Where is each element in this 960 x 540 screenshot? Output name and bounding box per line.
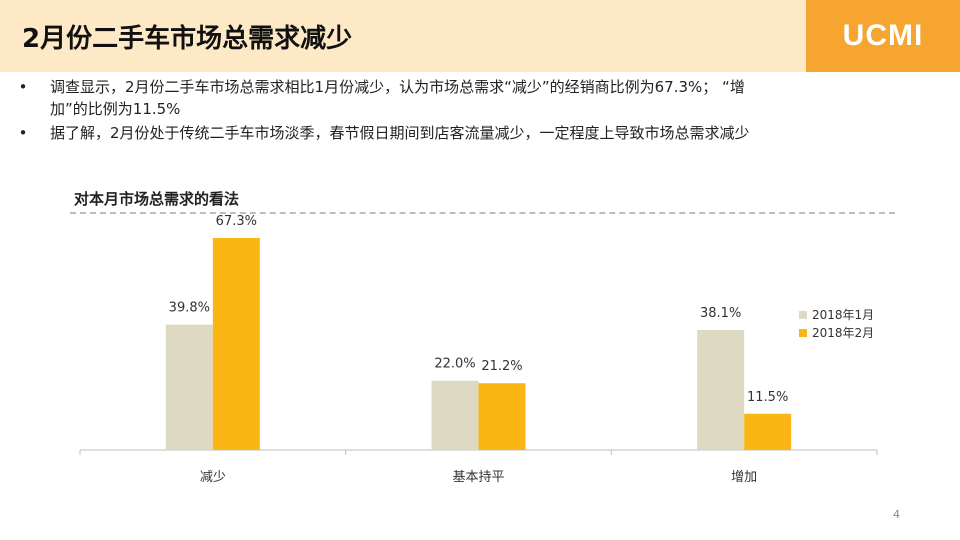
legend-swatch (799, 311, 807, 319)
bullet-list: • 调查显示，2月份二手车市场总需求相比1月份减少，认为市场总需求“减少”的经销… (18, 76, 938, 146)
legend-label: 2018年2月 (812, 326, 874, 340)
bullet-text-line: 调查显示，2月份二手车市场总需求相比1月份减少，认为市场总需求“减少”的经销商比… (50, 78, 745, 96)
data-label: 67.3% (216, 214, 257, 229)
data-label: 39.8% (169, 301, 210, 316)
legend-label: 2018年1月 (812, 308, 874, 322)
chart-title-divider (70, 212, 895, 214)
logo: UCMI (806, 0, 960, 72)
x-tick-label: 基本持平 (452, 470, 504, 485)
bar-jan (431, 380, 479, 450)
page-number: 4 (893, 508, 900, 521)
bar-feb (744, 413, 792, 450)
chart-title: 对本月市场总需求的看法 (74, 190, 240, 208)
bullet-item: • 据了解，2月份处于传统二手车市场淡季，春节假日期间到店客流量减少，一定程度上… (18, 122, 938, 144)
logo-text: UCMI (842, 19, 924, 52)
bullet-text-line: 据了解，2月份处于传统二手车市场淡季，春节假日期间到店客流量减少，一定程度上导致… (50, 124, 750, 142)
x-tick-label: 增加 (731, 470, 757, 485)
data-label: 22.0% (434, 357, 475, 372)
bullet-marker: • (18, 124, 28, 142)
header-band (0, 0, 806, 72)
data-label: 11.5% (747, 390, 788, 405)
bullet-marker: • (18, 78, 28, 96)
data-label: 38.1% (700, 306, 741, 321)
bar-feb (478, 383, 526, 450)
bar-feb (212, 238, 260, 450)
bullet-item: • 调查显示，2月份二手车市场总需求相比1月份减少，认为市场总需求“减少”的经销… (18, 76, 938, 120)
x-tick-label: 减少 (200, 470, 226, 485)
legend-swatch (799, 329, 807, 337)
page-title: 2月份二手车市场总需求减少 (22, 24, 353, 54)
bullet-text-line: 加”的比例为11.5% (50, 100, 181, 118)
bar-jan (697, 329, 745, 450)
data-label: 21.2% (481, 359, 522, 374)
bar-jan (165, 324, 213, 450)
